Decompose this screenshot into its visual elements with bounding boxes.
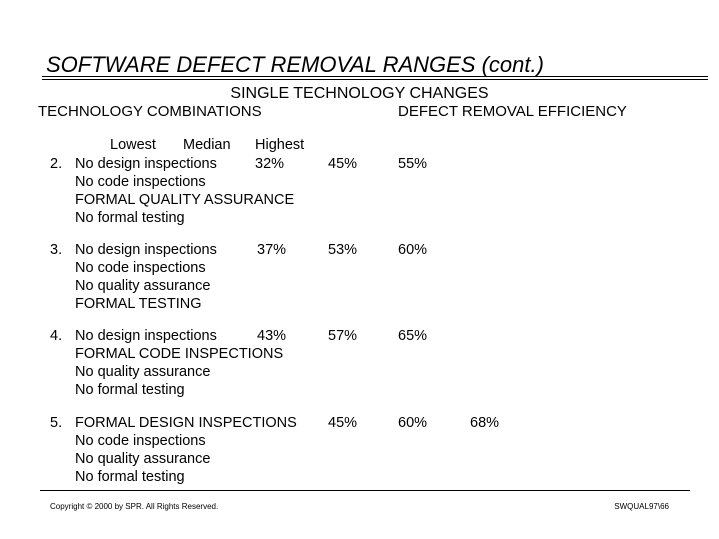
row-value: 32% bbox=[255, 156, 285, 172]
subtitle: SINGLE TECHNOLOGY CHANGES bbox=[230, 85, 489, 102]
row-line: FORMAL TESTING bbox=[75, 296, 202, 312]
row-value: 45% bbox=[328, 415, 358, 431]
title: SOFTWARE DEFECT REMOVAL RANGES (cont.) bbox=[46, 52, 544, 77]
row-value: 45% bbox=[328, 156, 358, 172]
row-value: 68% bbox=[470, 415, 500, 431]
column-header: Highest bbox=[255, 137, 305, 153]
title-rule bbox=[42, 76, 708, 77]
column-header: Lowest bbox=[110, 137, 156, 153]
row-value: 55% bbox=[398, 156, 428, 172]
row-value: 57% bbox=[328, 328, 358, 344]
row-line: No quality assurance bbox=[75, 451, 211, 467]
row-line: FORMAL DESIGN INSPECTIONS bbox=[75, 415, 297, 431]
row-line: No code inspections bbox=[75, 260, 206, 276]
row-line: No quality assurance bbox=[75, 278, 211, 294]
row-number: 4. bbox=[50, 328, 63, 344]
row-line: No code inspections bbox=[75, 433, 206, 449]
row-number: 5. bbox=[50, 415, 63, 431]
row-value: 60% bbox=[398, 242, 428, 258]
row-line: No code inspections bbox=[75, 174, 206, 190]
row-value: 37% bbox=[257, 242, 287, 258]
title-rule bbox=[42, 79, 708, 80]
right-heading: DEFECT REMOVAL EFFICIENCY bbox=[398, 103, 627, 120]
row-value: 53% bbox=[328, 242, 358, 258]
row-value: 43% bbox=[257, 328, 287, 344]
row-line: No design inspections bbox=[75, 242, 217, 258]
row-value: 60% bbox=[398, 415, 428, 431]
column-header: Median bbox=[183, 137, 231, 153]
row-line: No design inspections bbox=[75, 328, 217, 344]
copyright: Copyright © 2000 by SPR. All Rights Rese… bbox=[50, 502, 219, 511]
row-number: 2. bbox=[50, 156, 63, 172]
code: SWQUAL97\66 bbox=[614, 502, 669, 511]
row-line: No quality assurance bbox=[75, 364, 211, 380]
footer-rule bbox=[40, 490, 690, 491]
row-value: 65% bbox=[398, 328, 428, 344]
row-number: 3. bbox=[50, 242, 63, 258]
row-line: FORMAL CODE INSPECTIONS bbox=[75, 346, 284, 362]
row-line: No formal testing bbox=[75, 210, 185, 226]
row-line: No formal testing bbox=[75, 469, 185, 485]
row-line: No formal testing bbox=[75, 382, 185, 398]
row-line: No design inspections bbox=[75, 156, 217, 172]
left-heading: TECHNOLOGY COMBINATIONS bbox=[38, 103, 262, 120]
row-line: FORMAL QUALITY ASSURANCE bbox=[75, 192, 295, 208]
